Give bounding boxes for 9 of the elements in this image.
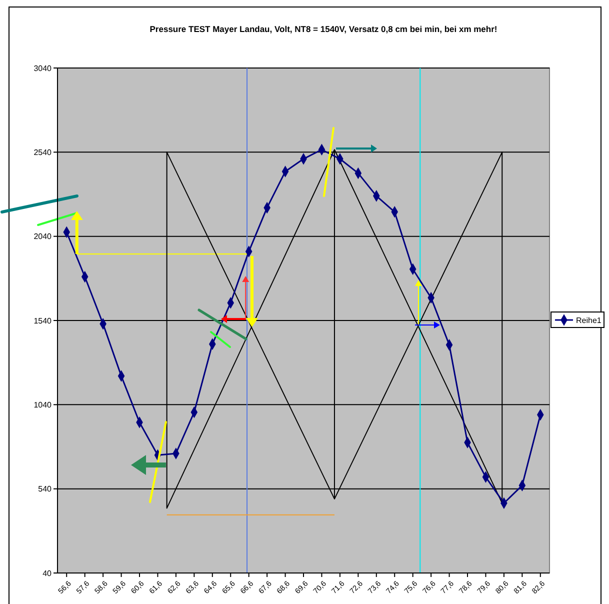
- y-tick-label: 2540: [34, 148, 52, 157]
- chart-title: Pressure TEST Mayer Landau, Volt, NT8 = 1540V, Versatz 0,8 cm bei min, bei xm mehr!: [150, 24, 498, 34]
- y-tick-label: 1540: [34, 316, 52, 326]
- legend-label: Reihe1: [576, 316, 602, 325]
- y-tick-label: 2040: [34, 232, 52, 242]
- y-tick-label: 1040: [34, 400, 52, 410]
- y-tick-label: 40: [42, 568, 52, 578]
- y-tick-label: 3040: [34, 64, 52, 73]
- y-tick-label: 540: [38, 484, 52, 494]
